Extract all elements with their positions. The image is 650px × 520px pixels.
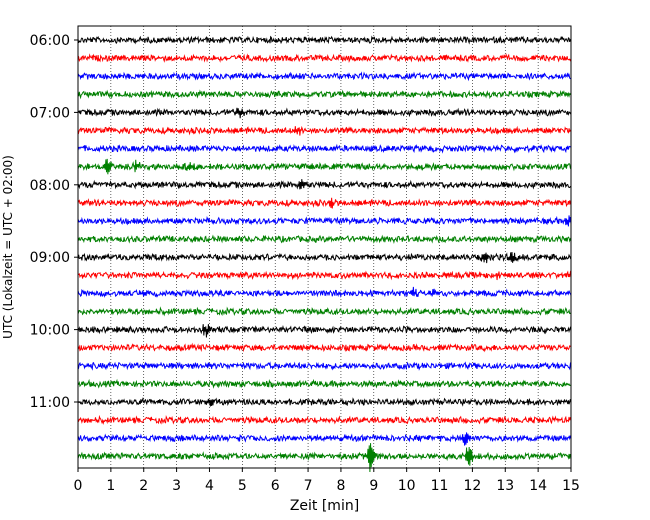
trace-1115 (77, 414, 572, 426)
trace-1100 (77, 396, 572, 407)
trace-0945 (77, 306, 572, 317)
x-tick-label-4: 4 (205, 478, 214, 494)
trace-1000 (77, 324, 572, 338)
trace-0730 (77, 143, 572, 154)
trace-0745 (77, 158, 572, 175)
x-tick-label-13: 13 (496, 478, 514, 494)
x-tick-label-10: 10 (398, 478, 416, 494)
trace-0700 (77, 107, 572, 119)
trace-0830 (77, 215, 572, 227)
trace-0715 (77, 125, 572, 136)
trace-1130 (77, 432, 572, 446)
trace-0815 (77, 197, 572, 209)
trace-0630 (77, 71, 572, 82)
trace-0915 (77, 270, 572, 281)
x-tick-label-2: 2 (139, 478, 148, 494)
x-tick-label-8: 8 (336, 478, 345, 494)
y-tick-label-1000: 10:00 (30, 323, 70, 339)
y-tick-label-0700: 07:00 (30, 105, 70, 121)
trace-0900 (77, 252, 572, 264)
y-tick-label-0800: 08:00 (30, 178, 70, 194)
x-tick-label-9: 9 (369, 478, 378, 494)
trace-0645 (77, 89, 572, 100)
y-tick-label-0600: 06:00 (30, 33, 70, 49)
x-tick-label-1: 1 (106, 478, 115, 494)
x-tick-label-0: 0 (74, 478, 83, 494)
x-tick-label-5: 5 (238, 478, 247, 494)
y-tick-label-1100: 11:00 (30, 395, 70, 411)
x-axis-label: Zeit [min] (290, 498, 359, 514)
x-tick-label-3: 3 (172, 478, 181, 494)
x-axis-ticks: 0 1 2 3 4 5 6 7 8 9 10 11 12 13 14 15 (74, 468, 580, 494)
y-axis-ticks: 06:00 07:00 08:00 09:00 10:00 11:00 (30, 33, 78, 411)
x-tick-label-14: 14 (529, 478, 547, 494)
trace-1145 (77, 443, 572, 473)
trace-0845 (77, 234, 572, 245)
trace-0800 (77, 179, 572, 190)
seismic-traces (77, 35, 572, 473)
trace-1015 (77, 342, 572, 353)
trace-0615 (77, 53, 572, 63)
x-tick-label-15: 15 (562, 478, 580, 494)
x-tick-label-7: 7 (304, 478, 313, 494)
x-tick-label-6: 6 (271, 478, 280, 494)
x-tick-label-11: 11 (431, 478, 449, 494)
y-tick-label-0900: 09:00 (30, 250, 70, 266)
trace-0600 (77, 35, 572, 45)
trace-1045 (77, 378, 572, 389)
x-tick-label-12: 12 (463, 478, 481, 494)
trace-1030 (77, 361, 572, 371)
trace-0930 (77, 286, 572, 298)
y-axis-label: UTC (Lokalzeit = UTC + 02:00) (1, 155, 15, 339)
plot-frame (77, 25, 572, 469)
